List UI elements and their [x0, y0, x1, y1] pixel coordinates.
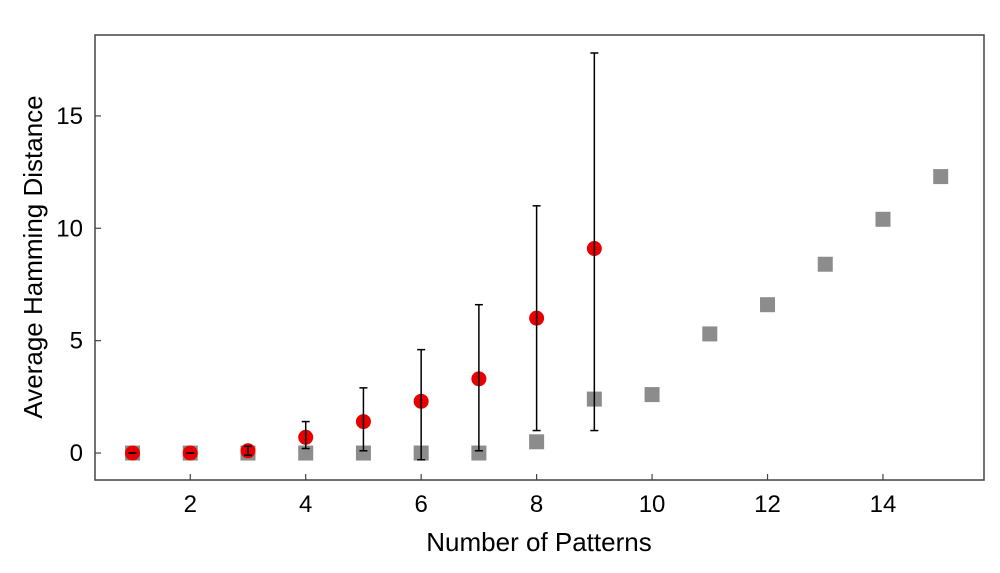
y-tick-label: 5 — [70, 328, 83, 355]
error-bar — [417, 348, 426, 461]
y-tick-label: 10 — [56, 215, 83, 242]
x-tick-label: 14 — [870, 491, 897, 518]
square-marker — [702, 326, 718, 342]
square-marker — [529, 434, 545, 450]
error-bar — [359, 387, 368, 452]
error-bar — [474, 303, 483, 452]
y-axis-ticks: 0 5 10 15 — [56, 103, 101, 467]
error-bar — [590, 52, 599, 432]
error-bars — [128, 52, 599, 461]
y-tick-label: 15 — [56, 103, 83, 130]
plot-frame — [94, 34, 985, 481]
square-marker — [471, 445, 487, 461]
square-marker — [644, 387, 660, 403]
y-tick-label: 0 — [70, 440, 83, 467]
error-bar — [243, 445, 252, 457]
x-axis-ticks: 2 4 6 8 10 12 14 — [184, 474, 897, 518]
error-bar — [532, 205, 541, 432]
error-bar — [301, 420, 310, 450]
x-tick-label: 6 — [414, 491, 427, 518]
x-tick-label: 10 — [639, 491, 666, 518]
square-marker — [760, 297, 776, 313]
square-marker — [933, 169, 949, 185]
x-axis-label: Number of Patterns — [426, 527, 651, 557]
series-layer — [125, 52, 949, 461]
x-tick-label: 12 — [754, 491, 781, 518]
square-marker — [355, 445, 371, 461]
square-marker — [875, 211, 891, 227]
x-tick-label: 4 — [299, 491, 312, 518]
y-axis-label: Average Hamming Distance — [18, 95, 48, 418]
square-marker — [817, 256, 833, 272]
x-tick-label: 8 — [530, 491, 543, 518]
x-tick-label: 2 — [184, 491, 197, 518]
